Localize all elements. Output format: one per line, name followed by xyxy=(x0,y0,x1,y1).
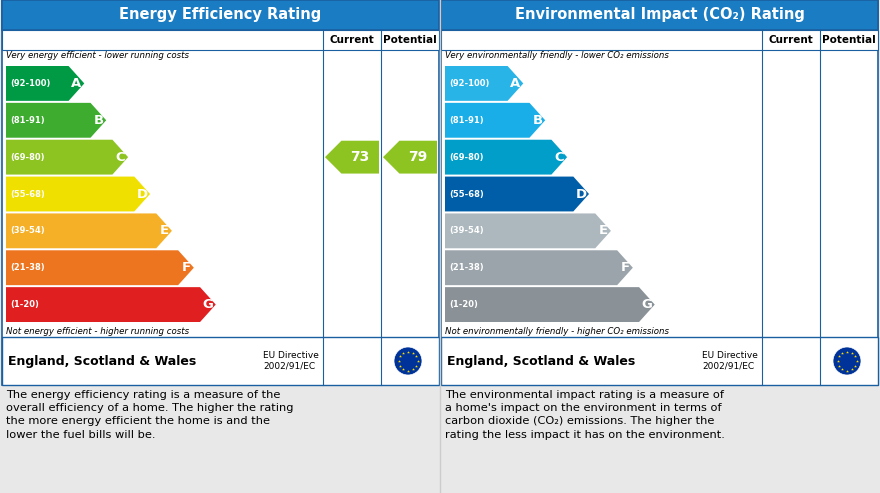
Polygon shape xyxy=(445,140,567,175)
Text: Potential: Potential xyxy=(383,35,436,45)
Text: England, Scotland & Wales: England, Scotland & Wales xyxy=(447,354,635,367)
Text: (21-38): (21-38) xyxy=(449,263,484,272)
Text: Very energy efficient - lower running costs: Very energy efficient - lower running co… xyxy=(6,51,189,60)
Text: Very environmentally friendly - lower CO₂ emissions: Very environmentally friendly - lower CO… xyxy=(445,51,669,60)
Text: EU Directive
2002/91/EC: EU Directive 2002/91/EC xyxy=(702,352,758,371)
Polygon shape xyxy=(383,141,437,174)
Polygon shape xyxy=(445,287,655,322)
Text: The environmental impact rating is a measure of
a home's impact on the environme: The environmental impact rating is a mea… xyxy=(445,390,725,440)
Text: E: E xyxy=(159,224,169,237)
Text: Current: Current xyxy=(768,35,813,45)
Text: (92-100): (92-100) xyxy=(449,79,489,88)
Text: F: F xyxy=(181,261,191,274)
Polygon shape xyxy=(6,213,172,248)
Text: (21-38): (21-38) xyxy=(10,263,45,272)
Polygon shape xyxy=(445,66,524,101)
Polygon shape xyxy=(325,141,379,174)
Text: Not energy efficient - higher running costs: Not energy efficient - higher running co… xyxy=(6,327,189,336)
Text: C: C xyxy=(554,151,564,164)
Bar xyxy=(2,30,439,50)
Text: (39-54): (39-54) xyxy=(10,226,45,235)
Bar xyxy=(2,337,439,385)
Text: B: B xyxy=(532,114,542,127)
Bar xyxy=(441,337,878,385)
Polygon shape xyxy=(445,103,546,138)
Polygon shape xyxy=(445,213,611,248)
Polygon shape xyxy=(6,250,194,285)
Text: Potential: Potential xyxy=(822,35,876,45)
Polygon shape xyxy=(445,176,589,211)
Text: 79: 79 xyxy=(408,150,428,164)
Text: (81-91): (81-91) xyxy=(10,116,45,125)
Bar xyxy=(441,30,878,50)
Text: (1-20): (1-20) xyxy=(449,300,478,309)
Text: E: E xyxy=(598,224,608,237)
Text: Energy Efficiency Rating: Energy Efficiency Rating xyxy=(120,7,321,23)
Polygon shape xyxy=(445,250,633,285)
Text: England, Scotland & Wales: England, Scotland & Wales xyxy=(8,354,196,367)
Text: Current: Current xyxy=(330,35,374,45)
Text: EU Directive
2002/91/EC: EU Directive 2002/91/EC xyxy=(263,352,319,371)
Text: Not environmentally friendly - higher CO₂ emissions: Not environmentally friendly - higher CO… xyxy=(445,327,669,336)
Text: (39-54): (39-54) xyxy=(449,226,484,235)
Text: G: G xyxy=(642,298,652,311)
Text: F: F xyxy=(620,261,629,274)
Text: D: D xyxy=(576,187,587,201)
Text: (92-100): (92-100) xyxy=(10,79,50,88)
Polygon shape xyxy=(6,66,84,101)
Bar xyxy=(2,0,439,30)
Polygon shape xyxy=(6,103,106,138)
Text: 73: 73 xyxy=(350,150,370,164)
Bar xyxy=(441,0,878,30)
Polygon shape xyxy=(6,140,128,175)
Text: (55-68): (55-68) xyxy=(449,189,484,199)
Circle shape xyxy=(833,347,861,375)
Text: D: D xyxy=(136,187,148,201)
Text: The energy efficiency rating is a measure of the
overall efficiency of a home. T: The energy efficiency rating is a measur… xyxy=(6,390,294,440)
Text: (81-91): (81-91) xyxy=(449,116,484,125)
Text: B: B xyxy=(93,114,104,127)
Polygon shape xyxy=(6,176,150,211)
Text: A: A xyxy=(71,77,82,90)
Text: A: A xyxy=(510,77,521,90)
Text: (69-80): (69-80) xyxy=(10,153,45,162)
Text: Environmental Impact (CO₂) Rating: Environmental Impact (CO₂) Rating xyxy=(515,7,804,23)
Text: (55-68): (55-68) xyxy=(10,189,45,199)
Bar xyxy=(441,0,878,385)
Bar xyxy=(2,0,439,385)
Text: (1-20): (1-20) xyxy=(10,300,39,309)
Circle shape xyxy=(394,347,422,375)
Text: C: C xyxy=(115,151,125,164)
Text: G: G xyxy=(202,298,213,311)
Text: (69-80): (69-80) xyxy=(449,153,483,162)
Polygon shape xyxy=(6,287,216,322)
